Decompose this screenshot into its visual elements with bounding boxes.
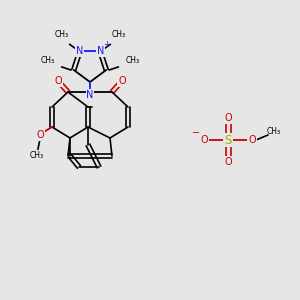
Text: O: O xyxy=(224,113,232,123)
Text: CH₃: CH₃ xyxy=(55,30,69,39)
Text: S: S xyxy=(224,134,232,146)
Text: N: N xyxy=(97,46,104,56)
Text: +: + xyxy=(103,40,110,49)
Text: O: O xyxy=(224,157,232,167)
Text: O: O xyxy=(36,130,44,140)
Text: −: − xyxy=(192,128,200,138)
Text: N: N xyxy=(86,90,94,100)
Text: O: O xyxy=(118,76,126,86)
Text: O: O xyxy=(200,135,208,145)
Text: CH₃: CH₃ xyxy=(125,56,139,65)
Text: CH₃: CH₃ xyxy=(267,128,281,136)
Text: O: O xyxy=(54,76,62,86)
Text: CH₃: CH₃ xyxy=(41,56,55,65)
Text: O: O xyxy=(248,135,256,145)
Text: N: N xyxy=(76,46,83,56)
Text: CH₃: CH₃ xyxy=(111,30,125,39)
Text: CH₃: CH₃ xyxy=(30,151,44,160)
